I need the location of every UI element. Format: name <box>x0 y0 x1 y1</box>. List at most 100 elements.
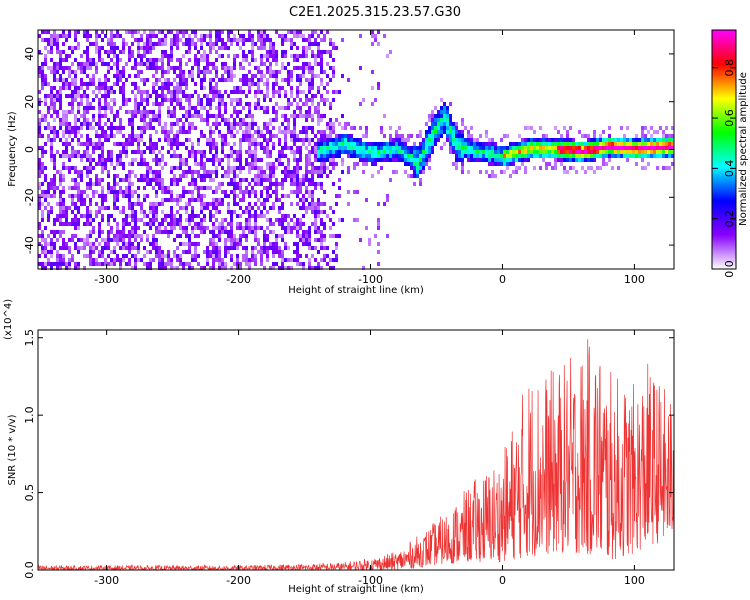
heatmap-cell <box>260 38 263 42</box>
heatmap-cell <box>230 30 233 34</box>
heatmap-cell <box>182 174 185 178</box>
heatmap-cell <box>41 70 44 74</box>
heatmap-cell <box>92 158 95 162</box>
heatmap-cell <box>377 226 380 230</box>
heatmap-cell <box>113 238 116 242</box>
heatmap-cell <box>311 190 314 194</box>
heatmap-cell <box>110 50 113 54</box>
heatmap-cell <box>311 194 314 198</box>
heatmap-cell <box>614 150 617 154</box>
heatmap-cell <box>110 122 113 126</box>
heatmap-cell <box>71 210 74 214</box>
heatmap-cell <box>230 166 233 170</box>
heatmap-cell <box>221 222 224 226</box>
heatmap-cell <box>116 78 119 82</box>
heatmap-cell <box>389 178 392 182</box>
heatmap-cell <box>308 154 311 158</box>
heatmap-cell <box>341 218 344 222</box>
heatmap-cell <box>308 170 311 174</box>
heatmap-cell <box>179 178 182 182</box>
heatmap-cell <box>47 182 50 186</box>
heatmap-cell <box>260 202 263 206</box>
heatmap-cell <box>305 94 308 98</box>
heatmap-cell <box>173 70 176 74</box>
heatmap-cell <box>146 234 149 238</box>
heatmap-cell <box>485 130 488 134</box>
heatmap-cell <box>107 102 110 106</box>
heatmap-cell <box>134 82 137 86</box>
heatmap-cell <box>494 154 497 158</box>
heatmap-cell <box>281 238 284 242</box>
heatmap-cell <box>110 226 113 230</box>
heatmap-cell <box>221 118 224 122</box>
heatmap-cell <box>158 254 161 258</box>
heatmap-cell <box>104 162 107 166</box>
heatmap-cell <box>176 198 179 202</box>
heatmap-cell <box>566 134 569 138</box>
heatmap-cell <box>290 102 293 106</box>
heatmap-cell <box>428 114 431 118</box>
heatmap-cell <box>56 110 59 114</box>
heatmap-cell <box>146 42 149 46</box>
heatmap-cell <box>320 150 323 154</box>
heatmap-cell <box>71 102 74 106</box>
heatmap-cell <box>50 262 53 266</box>
heatmap-cell <box>176 122 179 126</box>
heatmap-cell <box>80 126 83 130</box>
heatmap-cell <box>185 94 188 98</box>
heatmap-cell <box>95 34 98 38</box>
heatmap-cell <box>455 122 458 126</box>
heatmap-cell <box>224 250 227 254</box>
heatmap-cell <box>218 54 221 58</box>
heatmap-cell <box>533 130 536 134</box>
heatmap-cell <box>533 154 536 158</box>
heatmap-cell <box>326 214 329 218</box>
heatmap-cell <box>50 106 53 110</box>
heatmap-cell <box>92 226 95 230</box>
heatmap-cell <box>278 138 281 142</box>
heatmap-cell <box>275 186 278 190</box>
heatmap-cell <box>191 230 194 234</box>
heatmap-cell <box>149 38 152 42</box>
heatmap-cell <box>272 266 275 270</box>
heatmap-cell <box>110 134 113 138</box>
heatmap-cell <box>140 218 143 222</box>
heatmap-cell <box>299 238 302 242</box>
heatmap-cell <box>269 138 272 142</box>
heatmap-cell <box>179 58 182 62</box>
x-tick-label: -100 <box>358 273 383 286</box>
x-tick-label: 0 <box>499 273 506 286</box>
heatmap-cell <box>146 174 149 178</box>
snr-frame <box>37 329 675 571</box>
heatmap-cell <box>44 58 47 62</box>
heatmap-cell <box>338 146 341 150</box>
heatmap-cell <box>200 186 203 190</box>
heatmap-cell <box>188 102 191 106</box>
heatmap-cell <box>590 138 593 142</box>
heatmap-cell <box>128 230 131 234</box>
heatmap-cell <box>245 262 248 266</box>
heatmap-cell <box>278 182 281 186</box>
heatmap-cell <box>299 182 302 186</box>
heatmap-cell <box>317 158 320 162</box>
heatmap-cell <box>605 154 608 158</box>
heatmap-cell <box>50 70 53 74</box>
heatmap-cell <box>209 186 212 190</box>
heatmap-cell <box>308 142 311 146</box>
heatmap-cell <box>329 158 332 162</box>
heatmap-cell <box>164 190 167 194</box>
heatmap-cell <box>287 226 290 230</box>
heatmap-cell <box>200 178 203 182</box>
heatmap-cell <box>545 142 548 146</box>
y-tick-label: 1.0 <box>23 406 36 424</box>
heatmap-cell <box>173 114 176 118</box>
heatmap-cell <box>287 258 290 262</box>
heatmap-cell <box>182 126 185 130</box>
heatmap-cell <box>218 34 221 38</box>
heatmap-cell <box>260 170 263 174</box>
heatmap-cell <box>389 134 392 138</box>
heatmap-cell <box>53 74 56 78</box>
heatmap-cell <box>44 38 47 42</box>
heatmap-cell <box>284 114 287 118</box>
heatmap-cell <box>254 66 257 70</box>
